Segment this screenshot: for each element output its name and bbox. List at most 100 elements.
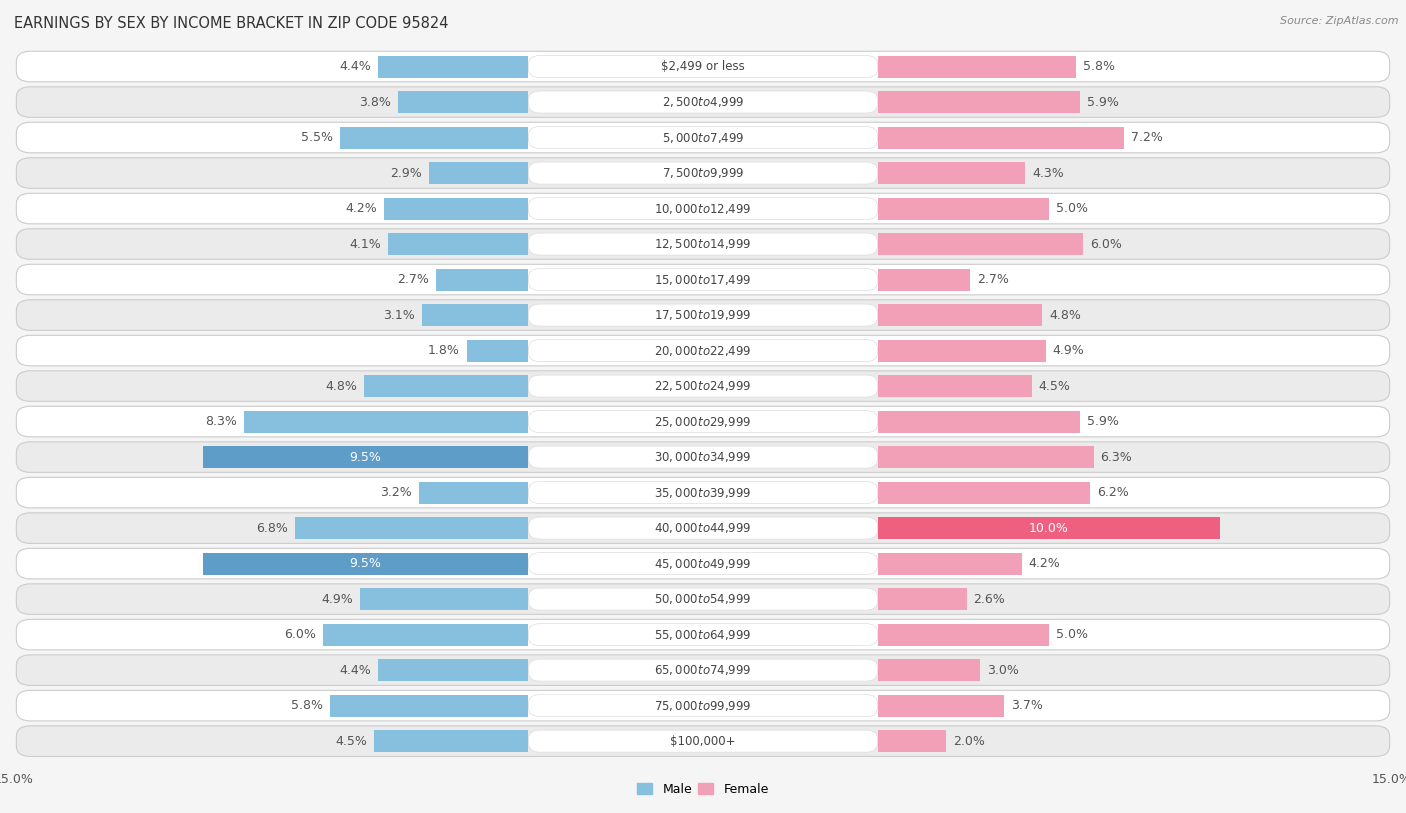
Text: 3.1%: 3.1% <box>384 309 415 322</box>
Text: 3.7%: 3.7% <box>1011 699 1043 712</box>
FancyBboxPatch shape <box>529 198 877 220</box>
Text: 4.8%: 4.8% <box>325 380 357 393</box>
Bar <box>323 624 529 646</box>
FancyBboxPatch shape <box>17 584 1389 615</box>
Bar <box>378 659 529 681</box>
Text: 5.8%: 5.8% <box>1084 60 1115 73</box>
Text: $2,499 or less: $2,499 or less <box>661 60 745 73</box>
FancyBboxPatch shape <box>17 300 1389 330</box>
Text: 5.9%: 5.9% <box>1087 96 1119 109</box>
Text: 2.6%: 2.6% <box>973 593 1005 606</box>
Text: $17,500 to $19,999: $17,500 to $19,999 <box>654 308 752 322</box>
Bar <box>467 340 529 362</box>
FancyBboxPatch shape <box>529 340 877 362</box>
FancyBboxPatch shape <box>17 335 1389 366</box>
Legend: Male, Female: Male, Female <box>633 778 773 801</box>
Text: $65,000 to $74,999: $65,000 to $74,999 <box>654 663 752 677</box>
Bar <box>877 233 1083 255</box>
FancyBboxPatch shape <box>529 127 877 149</box>
Text: $20,000 to $22,499: $20,000 to $22,499 <box>654 344 752 358</box>
Text: $7,500 to $9,999: $7,500 to $9,999 <box>662 166 744 180</box>
Bar <box>877 659 980 681</box>
FancyBboxPatch shape <box>17 654 1389 685</box>
Text: 2.7%: 2.7% <box>396 273 429 286</box>
FancyBboxPatch shape <box>17 513 1389 543</box>
Text: $45,000 to $49,999: $45,000 to $49,999 <box>654 557 752 571</box>
Text: 6.8%: 6.8% <box>256 522 288 535</box>
FancyBboxPatch shape <box>529 268 877 290</box>
Text: $30,000 to $34,999: $30,000 to $34,999 <box>654 450 752 464</box>
Bar <box>877 517 1220 539</box>
Text: $40,000 to $44,999: $40,000 to $44,999 <box>654 521 752 535</box>
Bar <box>295 517 529 539</box>
Bar <box>340 127 529 149</box>
Text: 4.5%: 4.5% <box>336 735 367 748</box>
Bar <box>877 411 1080 433</box>
Bar <box>243 411 529 433</box>
Text: 2.7%: 2.7% <box>977 273 1010 286</box>
Text: $22,500 to $24,999: $22,500 to $24,999 <box>654 379 752 393</box>
Bar <box>877 268 970 290</box>
Text: 5.0%: 5.0% <box>1056 202 1088 215</box>
FancyBboxPatch shape <box>17 371 1389 402</box>
Text: 4.4%: 4.4% <box>339 60 371 73</box>
Text: 4.8%: 4.8% <box>1049 309 1081 322</box>
Text: 6.3%: 6.3% <box>1101 450 1132 463</box>
Text: $10,000 to $12,499: $10,000 to $12,499 <box>654 202 752 215</box>
Bar <box>877 624 1049 646</box>
Text: 4.4%: 4.4% <box>339 663 371 676</box>
FancyBboxPatch shape <box>529 55 877 77</box>
Text: 4.9%: 4.9% <box>1053 344 1084 357</box>
Text: EARNINGS BY SEX BY INCOME BRACKET IN ZIP CODE 95824: EARNINGS BY SEX BY INCOME BRACKET IN ZIP… <box>14 16 449 31</box>
Text: 3.8%: 3.8% <box>360 96 391 109</box>
Text: 9.5%: 9.5% <box>350 450 381 463</box>
FancyBboxPatch shape <box>529 481 877 503</box>
FancyBboxPatch shape <box>529 375 877 397</box>
FancyBboxPatch shape <box>17 406 1389 437</box>
Text: 4.2%: 4.2% <box>346 202 378 215</box>
Text: 5.8%: 5.8% <box>291 699 322 712</box>
FancyBboxPatch shape <box>529 588 877 610</box>
Bar <box>329 694 529 716</box>
Text: $75,000 to $99,999: $75,000 to $99,999 <box>654 698 752 713</box>
Text: 5.5%: 5.5% <box>301 131 333 144</box>
FancyBboxPatch shape <box>529 411 877 433</box>
FancyBboxPatch shape <box>17 690 1389 721</box>
Text: $5,000 to $7,499: $5,000 to $7,499 <box>662 131 744 145</box>
FancyBboxPatch shape <box>529 304 877 326</box>
Bar <box>877 91 1080 113</box>
Text: 8.3%: 8.3% <box>205 415 238 428</box>
Bar <box>422 304 529 326</box>
Bar <box>364 375 529 397</box>
Bar <box>374 730 529 752</box>
Bar <box>436 268 529 290</box>
FancyBboxPatch shape <box>529 694 877 716</box>
Bar <box>877 340 1046 362</box>
Bar <box>877 481 1090 503</box>
Bar <box>429 162 529 184</box>
Text: $15,000 to $17,499: $15,000 to $17,499 <box>654 272 752 286</box>
Text: 2.0%: 2.0% <box>953 735 984 748</box>
FancyBboxPatch shape <box>529 659 877 681</box>
FancyBboxPatch shape <box>17 51 1389 82</box>
Text: 9.5%: 9.5% <box>350 557 381 570</box>
Text: $100,000+: $100,000+ <box>671 735 735 748</box>
FancyBboxPatch shape <box>17 122 1389 153</box>
Bar <box>877 446 1094 468</box>
Bar <box>877 162 1025 184</box>
Bar <box>877 127 1125 149</box>
Bar <box>877 304 1042 326</box>
Text: 5.9%: 5.9% <box>1087 415 1119 428</box>
Bar <box>398 91 529 113</box>
Text: $12,500 to $14,999: $12,500 to $14,999 <box>654 237 752 251</box>
Text: 4.1%: 4.1% <box>349 237 381 250</box>
Text: 2.9%: 2.9% <box>391 167 422 180</box>
FancyBboxPatch shape <box>17 620 1389 650</box>
Bar <box>202 446 529 468</box>
Text: $35,000 to $39,999: $35,000 to $39,999 <box>654 485 752 500</box>
Bar <box>877 588 967 610</box>
FancyBboxPatch shape <box>529 517 877 539</box>
Text: 4.5%: 4.5% <box>1039 380 1070 393</box>
FancyBboxPatch shape <box>529 162 877 184</box>
Bar <box>384 198 529 220</box>
